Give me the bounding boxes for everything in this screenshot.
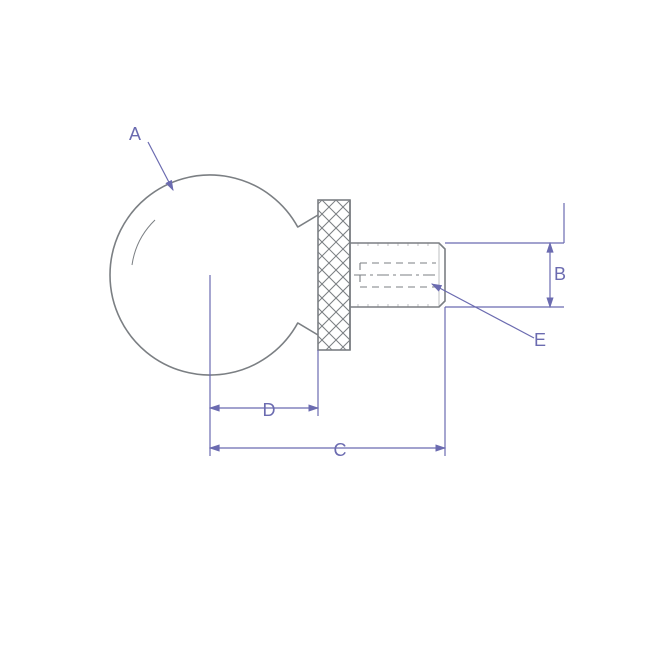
leader-A [148, 142, 173, 190]
label-B: B [554, 264, 566, 284]
ball-highlight [132, 220, 155, 265]
label-A: A [129, 124, 141, 144]
dimension-lines [148, 142, 564, 456]
knurl-lines [18, 200, 640, 350]
label-C: C [334, 440, 347, 460]
leader-E [432, 284, 534, 338]
tooling-ball-diagram: A B C D E [0, 0, 670, 670]
knurl-pattern [18, 200, 640, 350]
hidden-lines [354, 263, 438, 287]
label-D: D [263, 400, 276, 420]
label-E: E [534, 330, 546, 350]
dimension-labels: A B C D E [129, 124, 566, 460]
neck-outline [298, 215, 318, 335]
ball-outline [110, 175, 298, 375]
